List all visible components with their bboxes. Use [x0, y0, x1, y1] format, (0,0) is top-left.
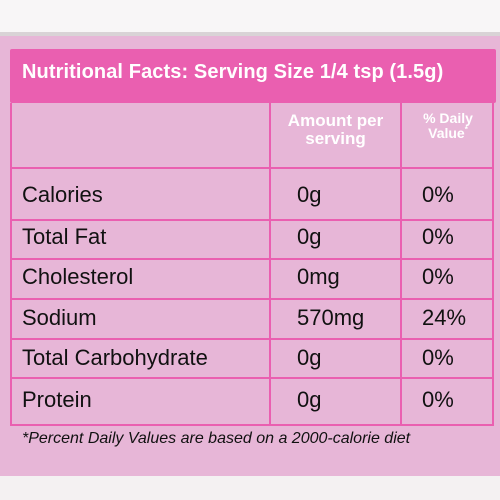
daily-value: 24% — [422, 305, 467, 330]
daily-value: 0% — [422, 387, 454, 412]
daily-header-line-2: Value — [428, 125, 465, 142]
nutrient-name: Total Carbohydrate — [22, 345, 208, 370]
row-divider — [10, 219, 494, 221]
row-divider — [10, 298, 494, 300]
nutrition-header: Nutritional Facts: Serving Size 1/4 tsp … — [10, 49, 496, 103]
nutrient-name: Protein — [22, 387, 92, 412]
column-divider-amount — [269, 103, 271, 426]
amount-value: 0g — [297, 387, 322, 412]
nutrient-name: Sodium — [22, 305, 97, 330]
daily-value: 0% — [422, 182, 454, 207]
amount-value: 0g — [297, 345, 322, 370]
daily-header-line-1: % Daily — [423, 110, 473, 126]
nutrition-title: Nutritional Facts: Serving Size 1/4 tsp … — [22, 61, 444, 83]
amount-header-line-1: Amount per — [287, 111, 384, 130]
amount-header-line-2: serving — [305, 129, 366, 149]
daily-value: 0% — [422, 264, 454, 289]
nutrient-name: Cholesterol — [22, 264, 134, 289]
row-divider — [10, 167, 494, 169]
daily-value: 0% — [422, 345, 454, 370]
daily-value: 0% — [422, 224, 454, 249]
column-divider-daily — [400, 103, 402, 426]
amount-value: 0g — [297, 182, 322, 207]
nutrition-label-panel — [0, 32, 500, 476]
nutrient-name: Total Fat — [22, 224, 107, 249]
nutrient-name: Calories — [22, 182, 103, 207]
amount-per-serving-header: Amount per serving — [271, 111, 400, 149]
nutrition-table — [10, 103, 494, 426]
daily-value-header: % Daily Value* — [402, 110, 494, 142]
row-divider — [10, 338, 494, 340]
daily-value-footnote: *Percent Daily Values are based on a 200… — [22, 430, 411, 447]
daily-value-asterisk: * — [464, 125, 468, 135]
row-divider — [10, 258, 494, 260]
amount-value: 0mg — [297, 264, 340, 289]
amount-value: 570mg — [297, 305, 365, 330]
row-divider — [10, 377, 494, 379]
amount-value: 0g — [297, 224, 322, 249]
